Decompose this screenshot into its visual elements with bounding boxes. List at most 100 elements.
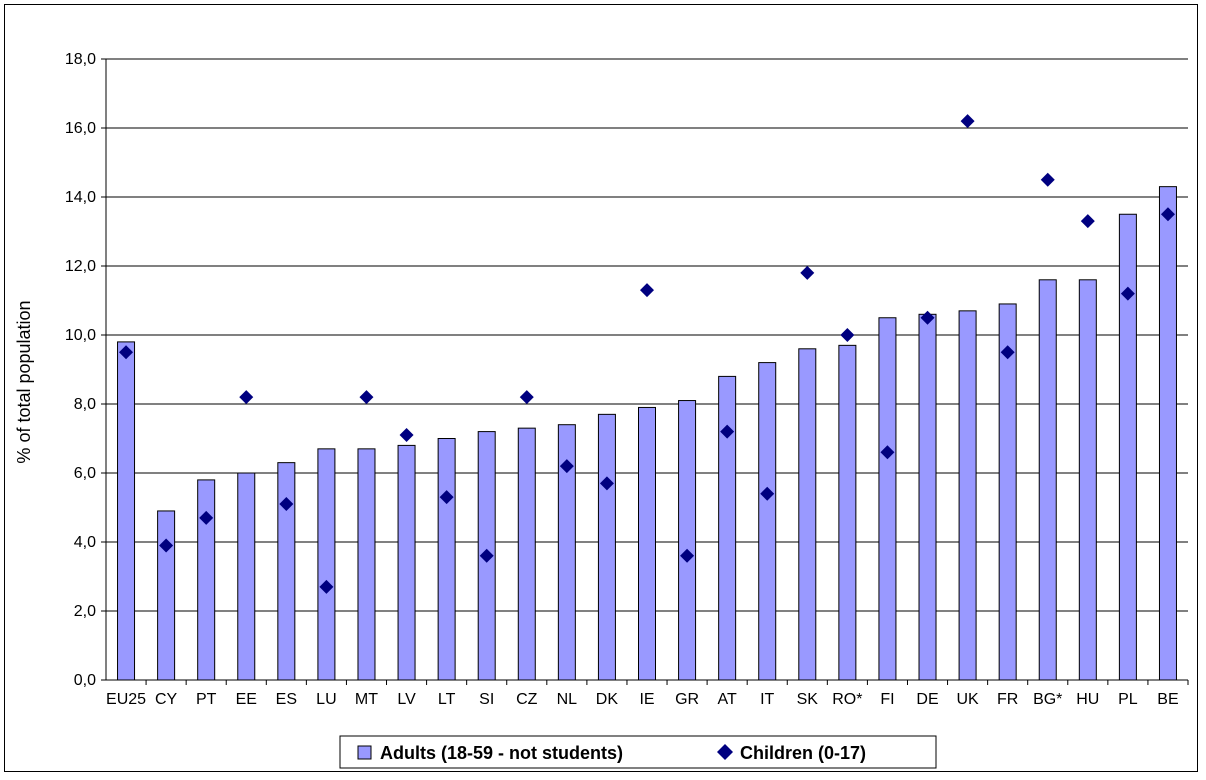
marker-DK <box>599 476 614 491</box>
x-tick-label-SI: SI <box>479 691 494 708</box>
legend-marker-children <box>717 744 733 760</box>
marker-LU <box>319 579 334 594</box>
bar-SK <box>798 348 817 681</box>
marker-SK <box>800 265 815 280</box>
x-tick-label-IE: IE <box>639 691 654 708</box>
bar-PT <box>197 479 216 681</box>
y-tick-label: 8,0 <box>74 396 96 413</box>
marker-series <box>119 114 1175 594</box>
x-tick-label-SK: SK <box>797 691 819 708</box>
bar-DK <box>597 413 616 681</box>
x-tick-label-ES: ES <box>276 691 297 708</box>
x-tick-label-PT: PT <box>196 691 217 708</box>
bar-ES <box>277 462 296 681</box>
bar-IE <box>638 406 656 681</box>
x-tick-label-HU: HU <box>1076 691 1099 708</box>
marker-MT <box>359 390 374 405</box>
marker-FR <box>1000 345 1015 360</box>
bar-MT <box>357 448 376 681</box>
marker-AT <box>720 424 735 439</box>
x-tick-label-IT: IT <box>760 691 774 708</box>
bar-LU <box>317 448 336 681</box>
marker-EU25 <box>119 345 134 360</box>
x-tick-label-LV: LV <box>397 691 416 708</box>
marker-PL <box>1120 286 1135 301</box>
x-tick-label-EE: EE <box>236 691 257 708</box>
bar-EE <box>237 472 256 681</box>
x-tick-label-BE: BE <box>1157 691 1178 708</box>
x-tick-label-EU25: EU25 <box>106 691 146 708</box>
x-tick-label-LU: LU <box>316 691 336 708</box>
y-axis-title: % of total population <box>14 300 34 463</box>
marker-GR <box>680 548 695 563</box>
marker-FI <box>880 445 895 460</box>
x-tick-label-DK: DK <box>596 691 619 708</box>
legend-swatch-adults <box>357 745 372 760</box>
bar-LT <box>437 438 456 681</box>
bar-EU25 <box>117 341 136 681</box>
bar-CY <box>157 510 176 681</box>
x-tick-label-CY: CY <box>155 691 178 708</box>
legend: Adults (18-59 - not students) Children (… <box>339 735 937 769</box>
y-tick-label: 4,0 <box>74 534 96 551</box>
marker-EE <box>239 390 254 405</box>
bar-series <box>117 186 1177 681</box>
x-tick-label-MT: MT <box>355 691 378 708</box>
marker-HU <box>1080 214 1095 229</box>
marker-BG* <box>1040 172 1055 187</box>
bar-CZ <box>517 427 536 681</box>
x-tick-label-RO*: RO* <box>832 691 862 708</box>
axes <box>105 59 1188 681</box>
x-tick-label-CZ: CZ <box>516 691 538 708</box>
y-tick-label: 12,0 <box>65 258 96 275</box>
bar-HU <box>1078 279 1097 681</box>
bar-BE <box>1158 186 1177 681</box>
marker-DE <box>920 310 935 325</box>
marker-CZ <box>519 390 534 405</box>
bar-AT <box>718 375 737 681</box>
y-tick-label: 16,0 <box>65 120 96 137</box>
bar-FR <box>998 303 1017 681</box>
marker-CY <box>159 538 174 553</box>
x-tick-label-BG*: BG* <box>1033 691 1062 708</box>
bar-UK <box>958 310 977 681</box>
x-tick-label-FI: FI <box>880 691 894 708</box>
y-tick-label: 0,0 <box>74 672 96 689</box>
x-tick-label-DE: DE <box>916 691 938 708</box>
y-tick-label: 6,0 <box>74 465 96 482</box>
x-tick-label-NL: NL <box>557 691 578 708</box>
marker-PT <box>199 510 214 525</box>
x-tick-label-LT: LT <box>438 691 456 708</box>
marker-IT <box>760 486 775 501</box>
y-tick-label: 18,0 <box>65 51 96 68</box>
marker-IE <box>640 283 654 298</box>
marker-BE <box>1160 207 1175 222</box>
y-tick-labels: 0,0 2,0 4,0 6,0 8,0 10,0 12,0 14,0 16,0 18,0 <box>65 51 106 689</box>
y-tick-label: 10,0 <box>65 327 96 344</box>
bar-PL <box>1118 213 1137 681</box>
marker-LV <box>399 428 414 443</box>
bar-IT <box>758 362 777 681</box>
marker-UK <box>960 114 975 129</box>
bar-DE <box>918 313 937 681</box>
marker-NL <box>559 459 574 474</box>
legend-label-adults: Adults (18-59 - not students) <box>380 743 623 763</box>
x-tick-label-FR: FR <box>997 691 1018 708</box>
y-tick-label: 14,0 <box>65 189 96 206</box>
marker-RO* <box>840 328 855 342</box>
x-tick-label-GR: GR <box>675 691 699 708</box>
marker-LT <box>439 490 454 505</box>
bar-FI <box>878 317 897 681</box>
marker-SI <box>479 548 494 563</box>
x-tick-label-AT: AT <box>718 691 737 708</box>
bar-RO* <box>838 344 857 681</box>
x-tick-label-UK: UK <box>956 691 979 708</box>
y-tick-label: 2,0 <box>74 603 96 620</box>
x-tick-label-PL: PL <box>1118 691 1138 708</box>
x-tick-labels: EU25 CY PT EE ES LU MT LV LT SI CZ NL DK IE GR AT IT SK RO… <box>106 680 1189 708</box>
bar-BG* <box>1038 279 1057 681</box>
bar-LV <box>397 444 416 681</box>
marker-ES <box>279 497 294 512</box>
legend-box <box>339 735 937 769</box>
